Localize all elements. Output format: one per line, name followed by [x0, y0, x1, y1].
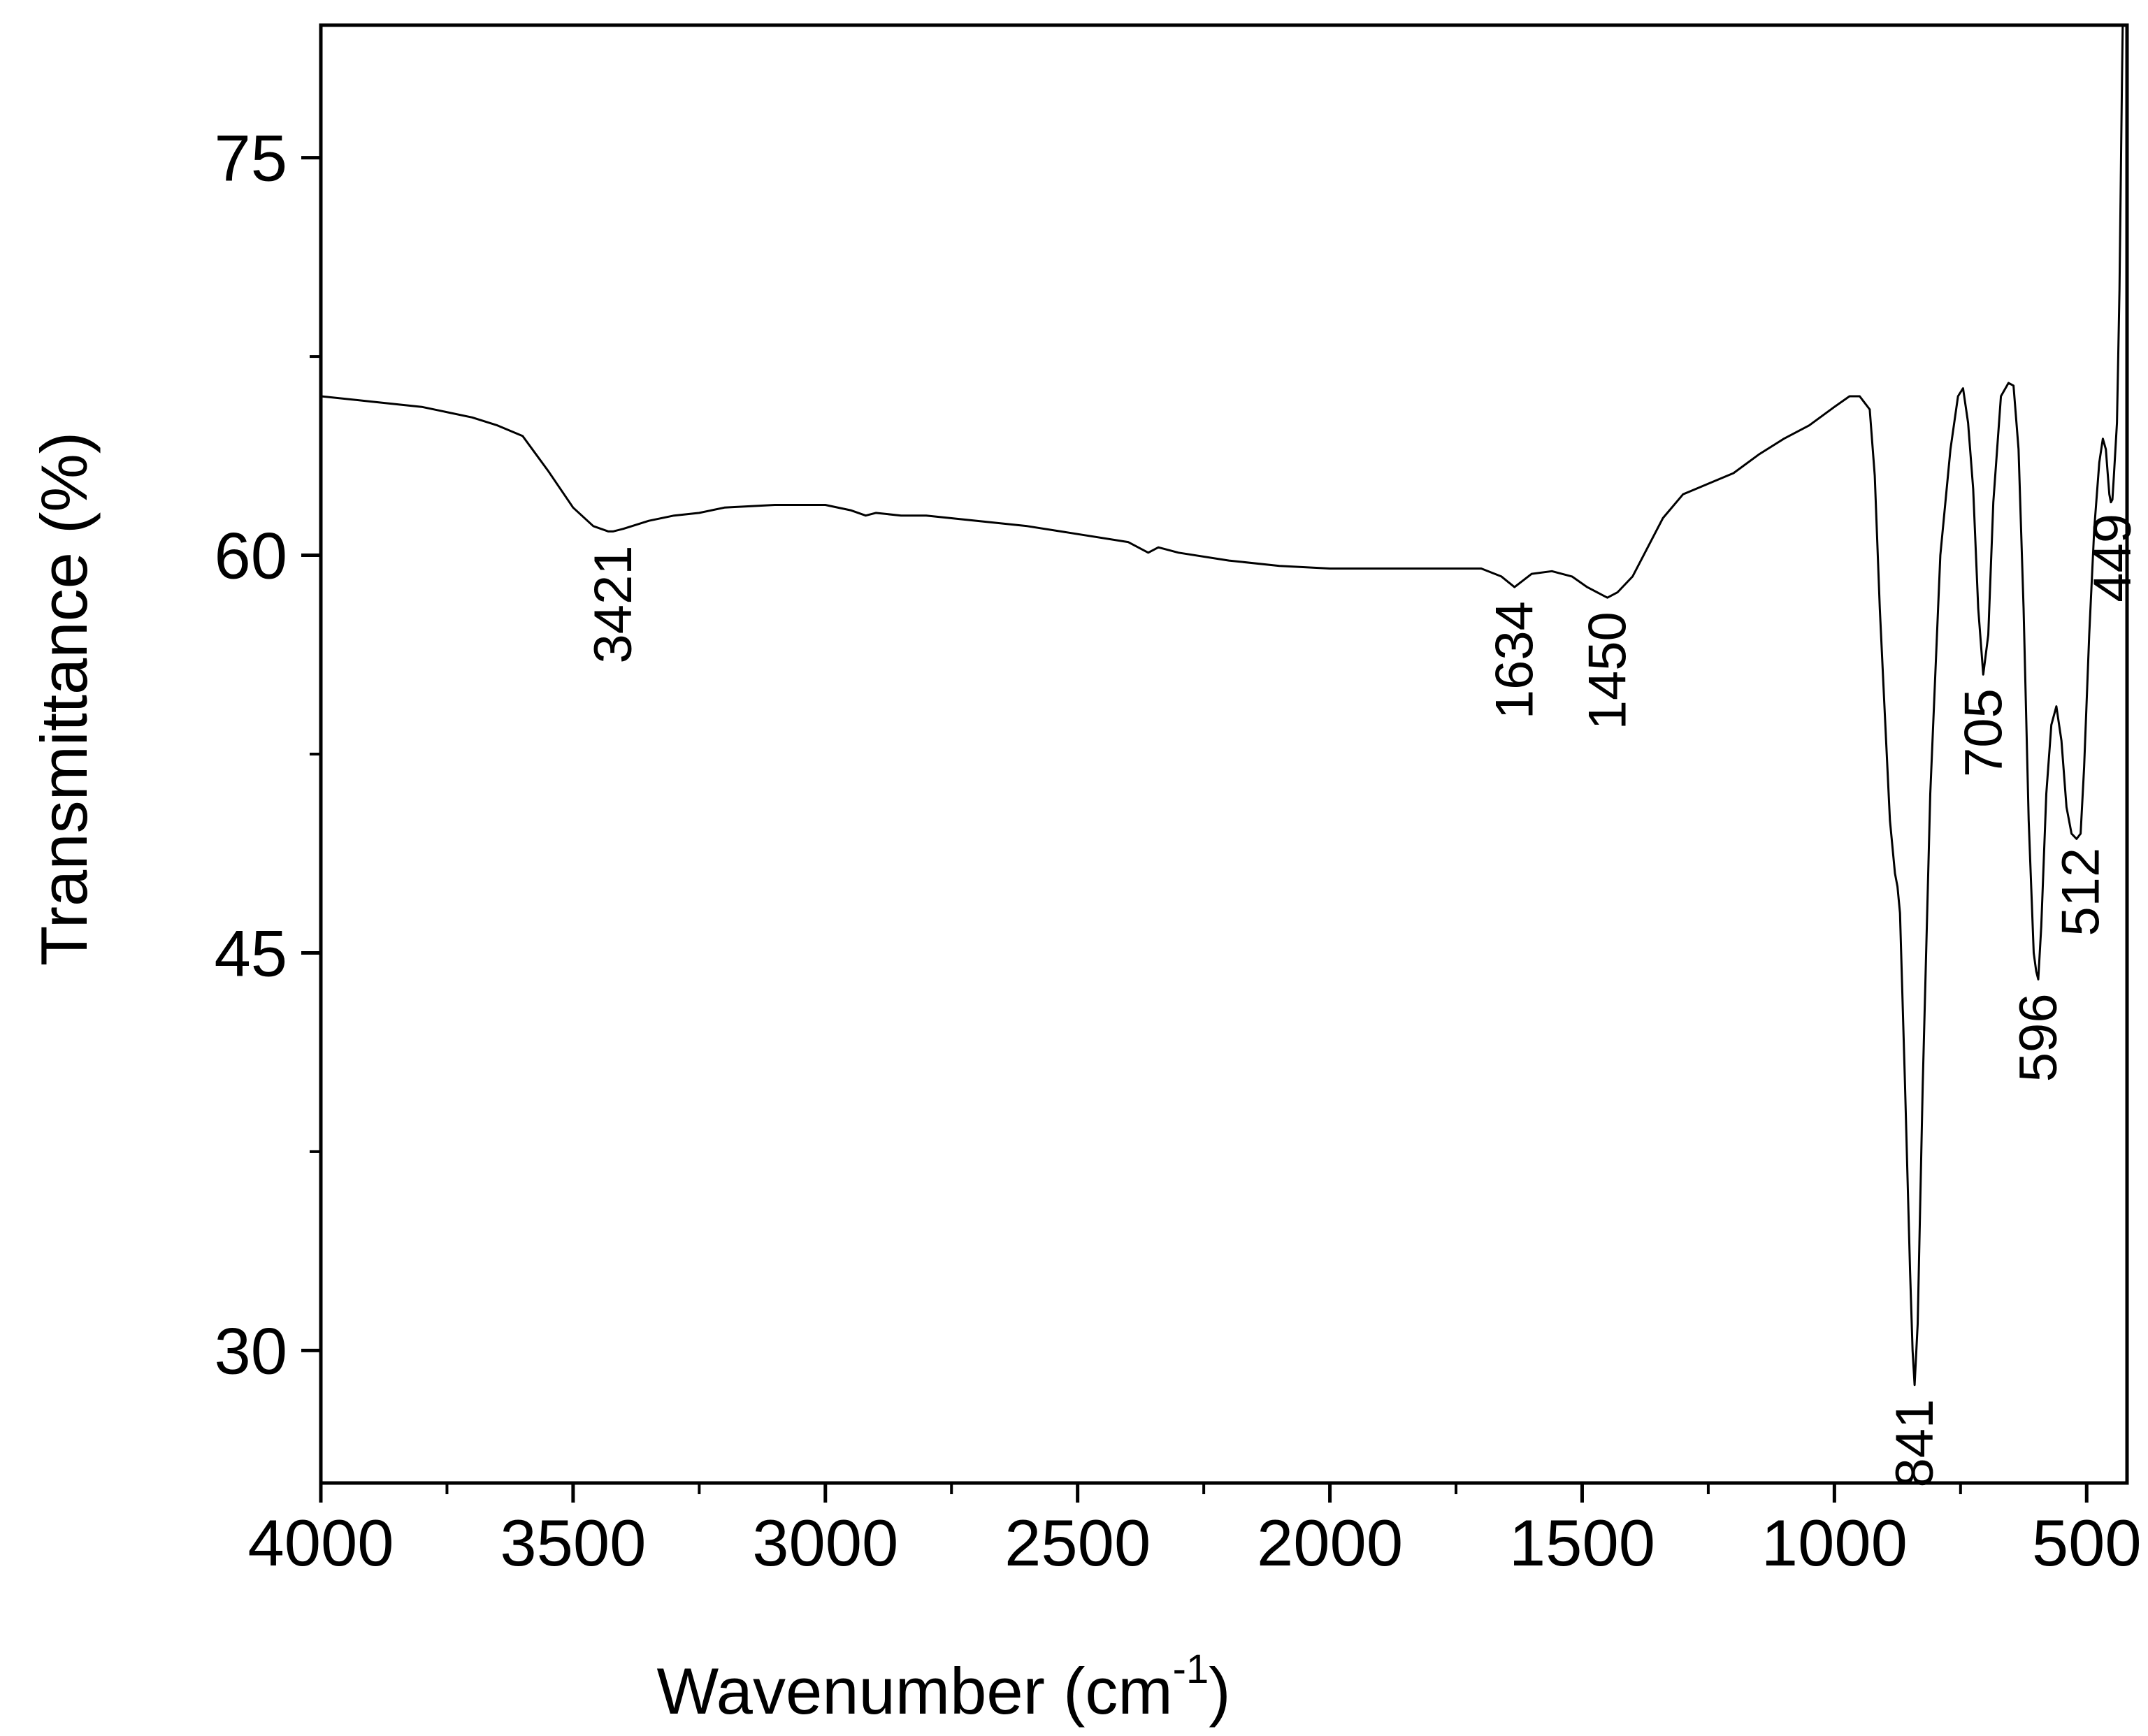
y-axis-label: Transmittance (%): [27, 432, 101, 966]
x-tick-label-1500: 1500: [1509, 1506, 1655, 1579]
peak-label-1450: 1450: [1578, 612, 1638, 730]
peak-label-596: 596: [2009, 993, 2068, 1082]
peak-label-3421: 3421: [584, 545, 643, 663]
x-axis-label: Wavenumber (cm-1): [656, 1647, 1230, 1728]
x-axis-label-sup: -1: [1173, 1647, 1209, 1692]
peak-label-449: 449: [2083, 514, 2142, 602]
x-axis-label-text: Wavenumber (cm: [656, 1654, 1172, 1728]
series-line-0: [321, 25, 2124, 1387]
peak-label-1634: 1634: [1485, 601, 1545, 719]
peak-label-841: 841: [1885, 1399, 1945, 1488]
peak-label-705: 705: [1954, 688, 2013, 777]
x-tick-label-4000: 4000: [247, 1506, 394, 1579]
peak-label-512: 512: [2052, 848, 2111, 936]
y-axis: 30 45 60 75: [214, 122, 321, 1387]
y-tick-label-30: 30: [214, 1314, 287, 1387]
x-tick-label-3000: 3000: [752, 1506, 898, 1579]
x-tick-label-2500: 2500: [1004, 1506, 1151, 1579]
y-tick-label-60: 60: [214, 519, 287, 593]
y-tick-label-45: 45: [214, 916, 287, 990]
x-tick-label-1000: 1000: [1761, 1506, 1908, 1579]
series-layer: [321, 25, 2124, 1387]
peak-annotations: 3421 1634 1450 841 705 596 512 449: [584, 514, 2142, 1488]
y-tick-label-75: 75: [214, 122, 287, 195]
x-tick-label-2000: 2000: [1257, 1506, 1403, 1579]
x-axis: 4000 3500 3000 2500 2000 1500 1000 500: [247, 1483, 2142, 1579]
x-tick-label-3500: 3500: [500, 1506, 646, 1579]
x-axis-label-end: ): [1209, 1654, 1230, 1728]
x-tick-label-500: 500: [2032, 1506, 2142, 1579]
